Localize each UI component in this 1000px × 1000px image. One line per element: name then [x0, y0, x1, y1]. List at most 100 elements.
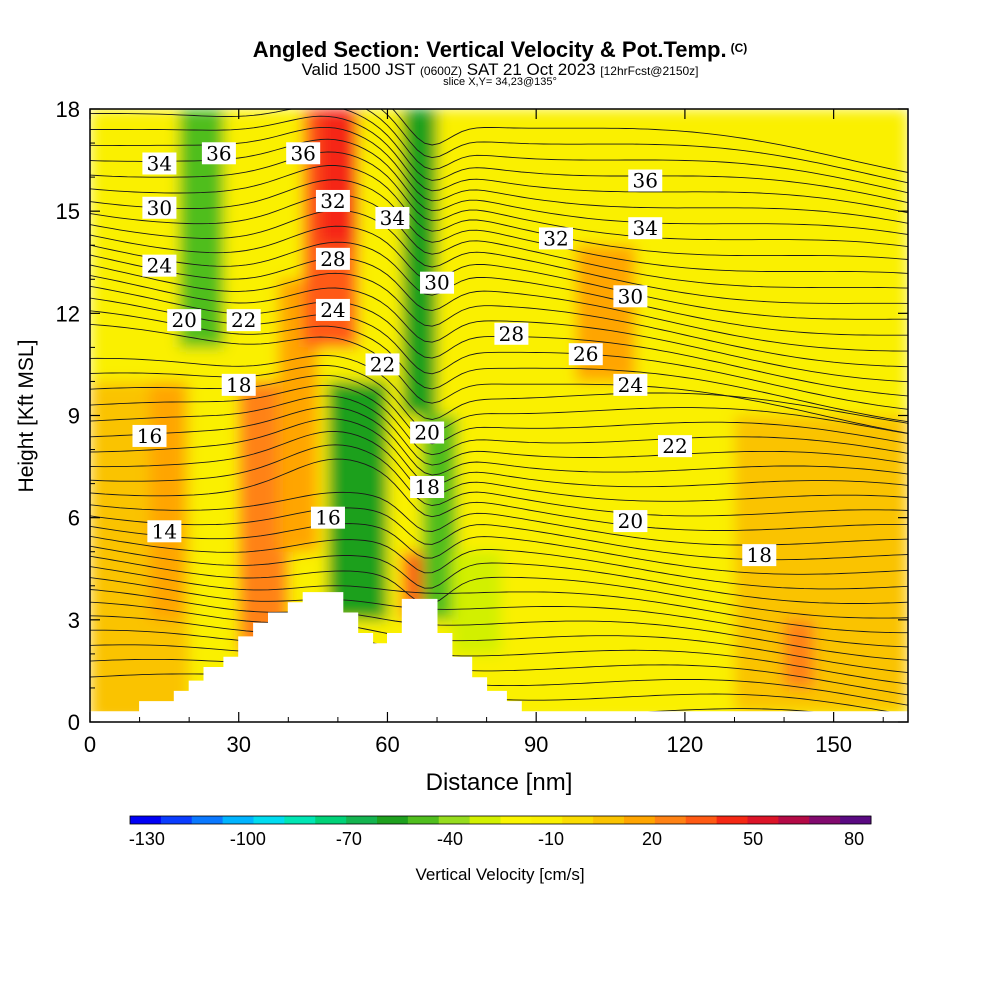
contour-label-text: 16 — [137, 424, 162, 448]
contour-label: 24 — [613, 373, 648, 397]
theta-contour-line — [90, 589, 908, 661]
theta-contour-line — [90, 418, 908, 488]
contour-label-box — [315, 189, 350, 212]
theta-contour-line — [90, 179, 908, 274]
colorbar-tick-label: 80 — [844, 829, 864, 849]
theta-contour-line — [90, 109, 908, 204]
contour-label-box — [142, 152, 177, 175]
colorbar: -130 -100 -70 -40 -10 20 50 80 — [129, 815, 872, 849]
contour-label-box — [494, 322, 529, 345]
theta-contour-line — [90, 555, 908, 619]
colorbar-swatch — [593, 816, 625, 824]
colorbar-label: Vertical Velocity [cm/s] — [415, 865, 584, 884]
contour-label-box — [628, 217, 663, 240]
terrain-edge — [90, 592, 908, 713]
colorbar-swatch — [377, 816, 409, 824]
contour-label-box — [315, 298, 350, 321]
contour-label-text: 34 — [380, 206, 405, 230]
y-tick-label: 0 — [68, 710, 80, 735]
colorbar-swatch — [160, 816, 193, 824]
y-tick-label: 15 — [56, 199, 80, 224]
colorbar-swatch — [778, 816, 810, 824]
contour-label-text: 28 — [499, 322, 524, 346]
contour-label: 32 — [315, 189, 350, 213]
x-tick-label: 30 — [226, 732, 250, 757]
theta-contour-line — [90, 151, 908, 248]
theta-contour-line — [90, 209, 908, 304]
contour-label-box — [167, 309, 202, 332]
contour-label: 30 — [142, 196, 177, 220]
contour-label-text: 18 — [414, 475, 439, 499]
contour-label-box — [613, 373, 648, 396]
contour-label: 16 — [310, 506, 345, 530]
theta-contour-line — [90, 241, 908, 336]
contour-label: 24 — [142, 254, 177, 278]
colorbar-frame — [129, 815, 872, 825]
colorbar-tick-label: -100 — [230, 829, 266, 849]
title-mark: (C) — [730, 41, 748, 55]
contour-label-text: 16 — [315, 506, 340, 530]
colorbar-tick-label: -70 — [336, 829, 362, 849]
colorbar-swatch — [438, 816, 471, 824]
contour-label: 20 — [613, 509, 648, 533]
contour-label-text: 26 — [573, 342, 598, 366]
title-text: Angled Section: Vertical Velocity & Pot.… — [252, 37, 727, 62]
contour-label: 20 — [167, 308, 202, 332]
colorbar-swatch — [716, 816, 748, 824]
theta-contour-line — [90, 444, 908, 517]
colorbar-swatch — [562, 816, 594, 824]
contour-label-text: 36 — [206, 141, 231, 165]
contour-label: 18 — [742, 543, 777, 567]
velocity-band-12 — [422, 415, 457, 620]
colorbar-swatch — [809, 816, 841, 824]
contour-label-text: 18 — [226, 373, 251, 397]
colorbar-swatch — [624, 816, 656, 824]
contour-label: 26 — [568, 342, 603, 366]
chart-title: Angled Section: Vertical Velocity & Pot.… — [0, 36, 1000, 62]
theta-contour-line — [90, 264, 908, 368]
y-tick-label: 12 — [56, 301, 80, 326]
colorbar-tick-label: -40 — [437, 829, 463, 849]
contour-label-box — [613, 510, 648, 533]
contour-label: 22 — [226, 308, 261, 332]
contour-label-box — [539, 227, 574, 250]
colorbar-swatch — [654, 816, 687, 824]
contour-label: 34 — [628, 216, 663, 240]
contour-label-box — [628, 169, 663, 192]
colorbar-swatch — [253, 816, 285, 824]
contour-label-box — [142, 196, 177, 219]
theta-contour-line — [392, 109, 908, 173]
x-tick-label: 90 — [524, 732, 548, 757]
contour-label-text: 34 — [147, 151, 172, 175]
contour-label-text: 20 — [414, 421, 439, 445]
contour-label: 32 — [539, 226, 574, 250]
contour-label-text: 22 — [231, 308, 256, 332]
contour-label-box — [375, 206, 410, 229]
contour-label-text: 20 — [618, 509, 643, 533]
plot-area: 34 36 36 36 30 32 34 34 32 24 28 30 30 20 22 24 28 26 22 24… — [90, 109, 908, 722]
slice-info: slice X,Y= 34,23@135° — [443, 76, 557, 88]
contour-label-box — [310, 506, 345, 529]
contour-label-box — [410, 476, 445, 499]
valid-date: SAT 21 Oct 2023 — [466, 60, 596, 79]
colorbar-tick-label: -130 — [129, 829, 165, 849]
contour-label-box — [568, 343, 603, 366]
theta-contour-line — [365, 109, 908, 194]
contour-label-box — [221, 373, 256, 396]
contour-label-box — [365, 353, 400, 376]
theta-contour-labels: 34 36 36 36 30 32 34 34 32 24 28 30 30 20 22 24 28 26 22 24… — [132, 141, 777, 567]
theta-contour-line — [90, 566, 908, 634]
velocity-band-4 — [149, 381, 185, 620]
valid-prefix: Valid 1500 JST — [301, 60, 416, 79]
theta-contour-line — [90, 225, 908, 320]
theta-contour-line — [90, 601, 908, 674]
valid-zulu: (0600Z) — [419, 64, 462, 78]
contour-label-box — [132, 424, 167, 447]
colorbar-swatch — [284, 816, 316, 824]
theta-contour-line — [90, 523, 908, 575]
contour-label-text: 30 — [424, 271, 449, 295]
x-tick-label: 120 — [667, 732, 704, 757]
colorbar-swatch — [531, 816, 563, 824]
contour-label: 16 — [132, 424, 167, 448]
